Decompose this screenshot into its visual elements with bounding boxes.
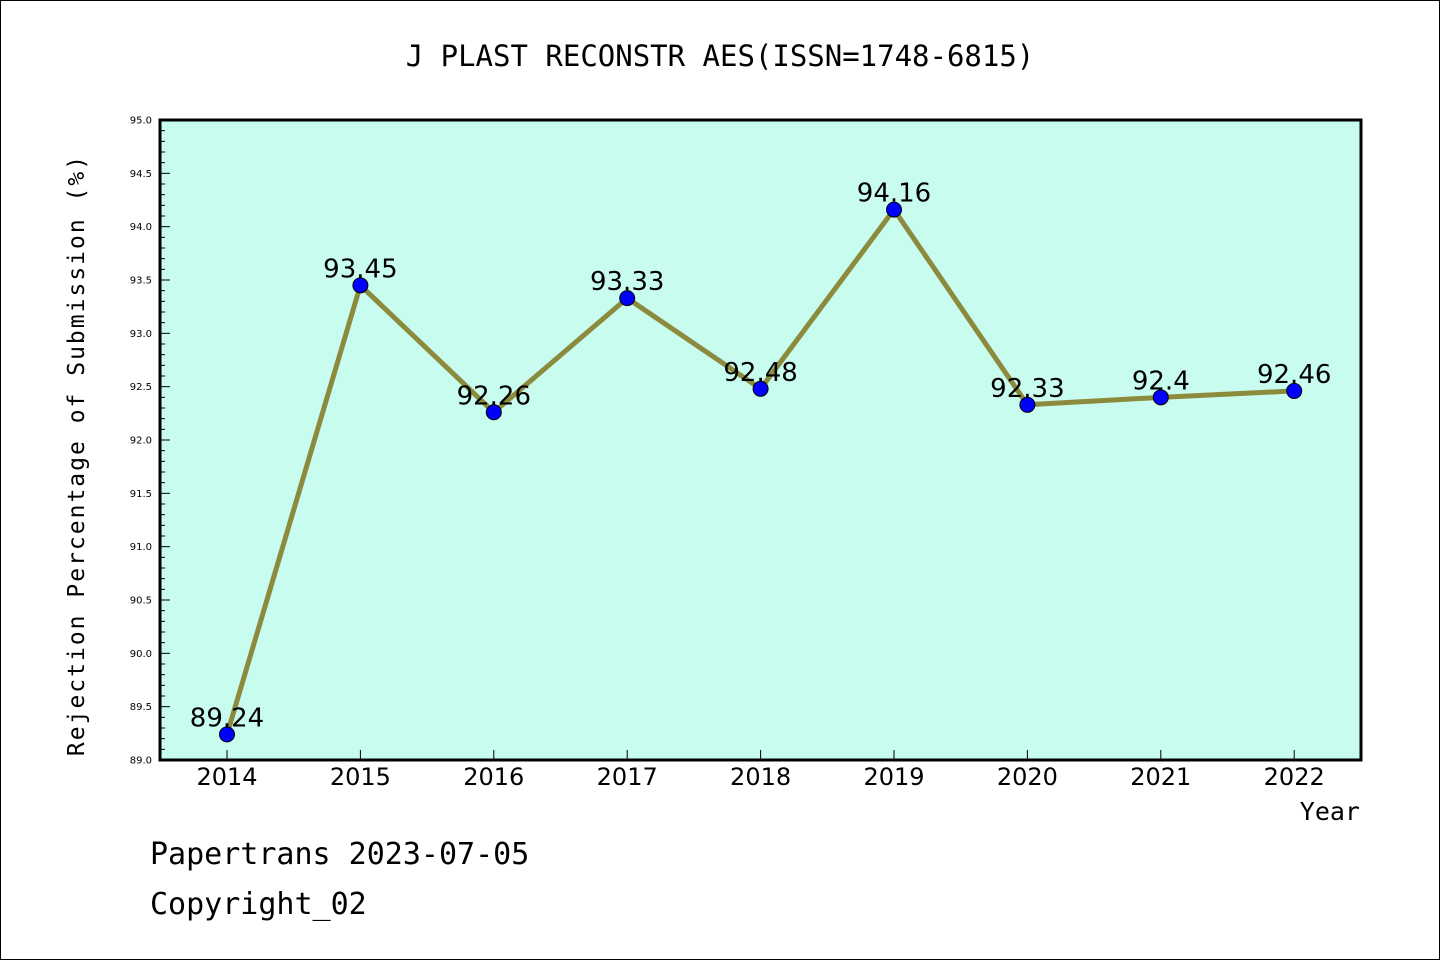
data-point (1286, 382, 1303, 399)
y-tick-label: 92.0 (130, 436, 152, 447)
y-tick-label: 94.0 (130, 222, 152, 233)
y-tick-label: 93.0 (130, 329, 152, 340)
footer-copyright: Copyright_02 (150, 887, 367, 922)
y-axis-label: Rejection Percentage of Submission (%) (64, 154, 90, 756)
data-label: 92.46 (1257, 360, 1331, 390)
data-label: 92.26 (457, 381, 531, 411)
data-point (619, 290, 636, 307)
footer-date: Papertrans 2023-07-05 (150, 837, 529, 872)
data-point (752, 380, 769, 397)
y-tick-label: 91.0 (130, 542, 152, 553)
data-point (886, 201, 902, 218)
x-tick-label: 2021 (1130, 763, 1191, 791)
data-point (1019, 396, 1036, 413)
data-label: 94.16 (857, 179, 931, 209)
data-label: 92.48 (723, 358, 797, 388)
y-tick-label: 89.5 (130, 702, 152, 713)
x-axis-ticks: 2014 2015 2016 2017 2018 2019 2020 2021 2022 (196, 750, 1325, 791)
x-tick-label: 2015 (330, 763, 391, 791)
data-point (219, 726, 235, 743)
chart-title: J PLAST RECONSTR AES(ISSN=1748-6815) (406, 39, 1035, 73)
x-tick-label: 2017 (597, 763, 658, 791)
x-tick-label: 2020 (997, 763, 1058, 791)
data-label: 92.4 (1132, 366, 1190, 396)
x-tick-label: 2018 (730, 763, 791, 791)
data-labels: 89.24 93.45 92.26 93.33 92.48 94.16 92.33 92.4 9… (190, 179, 1332, 734)
data-point (1152, 389, 1169, 406)
y-tick-label: 94.5 (130, 169, 152, 180)
x-axis-label: Year (1300, 797, 1360, 826)
data-label: 92.33 (990, 374, 1064, 404)
y-tick-label: 90.0 (130, 649, 152, 660)
x-tick-label: 2019 (863, 763, 924, 791)
y-tick-label: 89.0 (130, 756, 152, 767)
plot-area (160, 120, 1361, 760)
x-tick-label: 2016 (463, 763, 524, 791)
data-label: 89.24 (190, 703, 264, 733)
y-tick-label: 90.5 (130, 596, 152, 607)
y-tick-label: 92.5 (130, 382, 152, 393)
y-tick-label: 91.5 (130, 489, 152, 500)
y-tick-label: 93.5 (130, 276, 152, 287)
data-point (485, 404, 502, 421)
series-markers (219, 201, 1303, 743)
data-label: 93.33 (590, 267, 664, 297)
data-point (352, 277, 369, 294)
y-tick-label: 95.0 (130, 116, 152, 127)
plot-border (158, 118, 1363, 762)
data-label: 93.45 (323, 254, 397, 284)
x-tick-label: 2022 (1264, 763, 1325, 791)
x-tick-label: 2014 (196, 763, 257, 791)
